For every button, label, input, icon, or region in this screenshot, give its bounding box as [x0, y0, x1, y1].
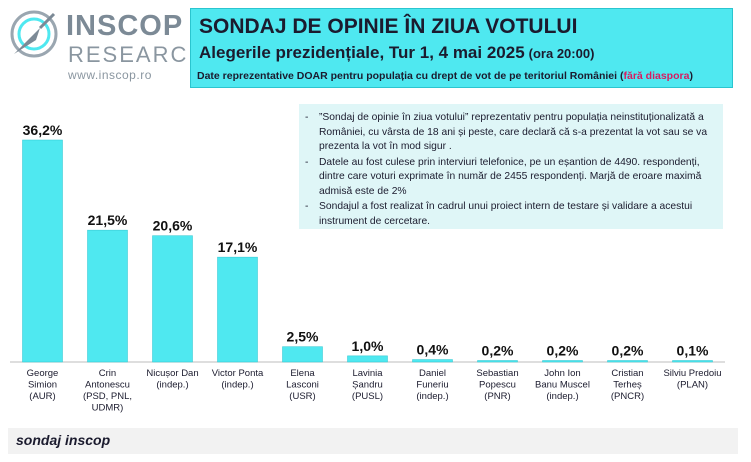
- category-label-line: Cristian: [611, 368, 643, 379]
- note-prefix: Date reprezentative DOAR pentru populați…: [197, 70, 624, 82]
- bar: [672, 360, 713, 363]
- bar: [412, 359, 453, 363]
- note-highlight: fără diaspora: [623, 70, 690, 82]
- bar-value-label: 0,1%: [677, 343, 709, 359]
- bar-value-label: 0,4%: [417, 342, 449, 358]
- category-label-line: Simion: [28, 380, 57, 391]
- methodology-note-item: Sondajul a fost realizat în cadrul unui …: [305, 200, 715, 229]
- results-bar-chart: 36,2% George Simion (AUR) 21,5% Crin Antonescu…: [10, 122, 725, 414]
- category-label: Elena Lasconi (USR): [286, 368, 319, 402]
- category-label-line: (PNCR): [611, 391, 644, 402]
- logo-brand-line1: INSCOP: [66, 10, 184, 42]
- representativeness-note: Date reprezentative DOAR pentru populați…: [197, 70, 693, 82]
- bar-value-label: 36,2%: [23, 122, 63, 138]
- category-label: Lavinia Șandru (PUSL): [352, 368, 383, 402]
- category-label-line: (PSD, PNL,: [83, 391, 132, 402]
- header-banner: SONDAJ DE OPINIE ÎN ZIUA VOTULUI Alegeri…: [190, 8, 733, 88]
- bar: [607, 360, 648, 363]
- category-label-line: UDMR): [92, 403, 124, 414]
- category-label-line: Banu Muscel: [535, 380, 590, 391]
- bar-value-label: 17,1%: [218, 239, 258, 255]
- bar-value-label: 0,2%: [547, 343, 579, 359]
- category-label-line: Funeriu: [416, 380, 448, 391]
- bar: [87, 229, 128, 363]
- bar: [477, 360, 518, 363]
- category-label-line: Sebastian: [476, 368, 518, 379]
- category-label-line: Lasconi: [286, 380, 319, 391]
- category-label: Nicușor Dan (indep.): [146, 368, 198, 391]
- methodology-note-item: ”Sondaj de opinie în ziua votului” repre…: [305, 111, 715, 155]
- bar-value-label: 1,0%: [352, 338, 384, 354]
- bar: [542, 360, 583, 363]
- page-title: SONDAJ DE OPINIE ÎN ZIUA VOTULUI: [199, 15, 578, 38]
- category-label: Sebastian Popescu (PNR): [476, 368, 518, 402]
- bar-value-label: 0,2%: [612, 343, 644, 359]
- bar-value-label: 0,2%: [482, 343, 514, 359]
- category-label-line: Terheș: [613, 380, 642, 391]
- category-label: George Simion (AUR): [27, 368, 59, 402]
- category-label-line: Crin: [99, 368, 116, 379]
- category-label-line: (indep.): [156, 380, 188, 391]
- category-label-line: Șandru: [352, 380, 383, 391]
- category-label-line: Daniel: [419, 368, 446, 379]
- bar: [347, 355, 388, 363]
- category-label: Silviu Predoiu (PLAN): [663, 368, 721, 391]
- category-label-line: (indep.): [546, 391, 578, 402]
- category-label: Cristian Terheș (PNCR): [611, 368, 644, 402]
- category-label-line: George: [27, 368, 59, 379]
- category-label-line: Elena: [290, 368, 315, 379]
- category-label-line: (PLAN): [677, 380, 708, 391]
- logo-website: www.inscop.ro: [68, 68, 152, 82]
- bar-value-label: 2,5%: [287, 329, 319, 345]
- methodology-note-item: Datele au fost culese prin interviuri te…: [305, 156, 715, 200]
- note-suffix: ): [689, 70, 693, 82]
- bar: [282, 346, 323, 363]
- page-subtitle: Alegerile prezidențiale, Tur 1, 4 mai 20…: [199, 43, 594, 63]
- category-label-line: (PNR): [484, 391, 510, 402]
- category-label: Victor Ponta (indep.): [212, 368, 264, 391]
- category-label-line: Nicușor Dan: [146, 368, 198, 379]
- category-label: John Ion Banu Muscel (indep.): [535, 368, 590, 402]
- inscop-logo: INSCOP RESEARCH www.inscop.ro: [10, 8, 204, 88]
- logo-brand-line2: RESEARCH: [68, 42, 207, 67]
- inscop-logo-mark-icon: [10, 10, 58, 58]
- category-label: Daniel Funeriu (indep.): [416, 368, 448, 402]
- category-label: Crin Antonescu (PSD, PNL, UDMR): [83, 368, 132, 414]
- category-label-line: Silviu Predoiu: [663, 368, 721, 379]
- category-label-line: (PUSL): [352, 391, 383, 402]
- bar: [22, 139, 63, 363]
- subtitle-time: (ora 20:00): [528, 46, 595, 61]
- category-label-line: Popescu: [479, 380, 516, 391]
- subtitle-text: Alegerile prezidențiale, Tur 1, 4 mai 20…: [199, 43, 525, 62]
- category-label-line: John Ion: [544, 368, 580, 379]
- category-label-line: Antonescu: [85, 380, 130, 391]
- bar: [217, 256, 258, 363]
- category-label-line: Victor Ponta: [212, 368, 264, 379]
- category-label-line: (indep.): [221, 380, 253, 391]
- category-label-line: Lavinia: [352, 368, 383, 379]
- category-label-line: (USR): [289, 391, 315, 402]
- bar-value-label: 20,6%: [153, 218, 193, 234]
- bar: [152, 235, 193, 363]
- footer-bar: sondaj inscop: [8, 428, 738, 454]
- footer-source: sondaj inscop: [16, 432, 111, 448]
- category-label-line: (indep.): [416, 391, 448, 402]
- bar-value-label: 21,5%: [88, 212, 128, 228]
- category-label-line: (AUR): [29, 391, 55, 402]
- methodology-notes: ”Sondaj de opinie în ziua votului” repre…: [299, 104, 723, 229]
